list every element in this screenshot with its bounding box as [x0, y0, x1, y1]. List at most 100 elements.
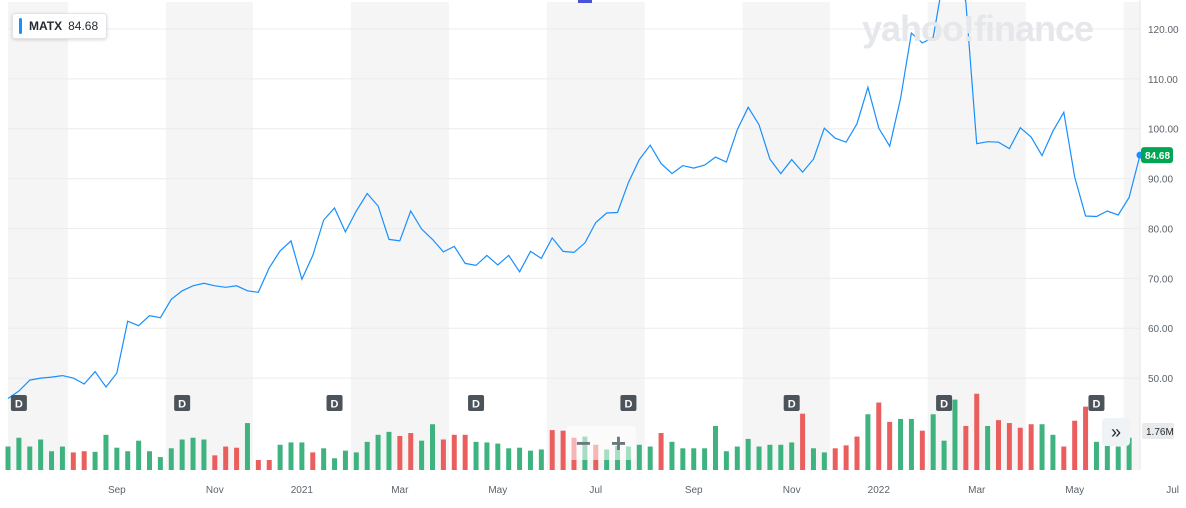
dividend-marker-box: [10, 395, 27, 411]
volume-bar: [985, 426, 991, 470]
dividend-marker: D: [174, 395, 191, 411]
volume-bar: [723, 451, 729, 470]
volume-bar: [1028, 424, 1034, 470]
volume-bar: [680, 448, 686, 470]
y-tick-label: 80.00: [1148, 224, 1173, 235]
volume-bar: [898, 418, 904, 470]
month-band: [927, 2, 1026, 470]
y-tick-label: 50.00: [1148, 374, 1173, 385]
top-scroll-marker[interactable]: [578, 0, 592, 3]
volume-bar: [908, 418, 914, 470]
volume-bar: [506, 448, 512, 470]
y-tick-label: 110.00: [1148, 75, 1178, 86]
ticker-legend: MATX 84.68: [12, 13, 108, 39]
volume-bar: [702, 448, 708, 470]
volume-bar: [386, 431, 392, 470]
expand-chart-button[interactable]: »: [1102, 418, 1130, 446]
volume-bar: [713, 426, 718, 470]
volume-bar: [408, 433, 414, 470]
volume-bar: [288, 442, 294, 470]
zoom-in-button[interactable]: +: [610, 428, 627, 458]
month-band: [350, 2, 449, 470]
volume-bar: [136, 440, 142, 470]
dividend-marker: D: [326, 395, 343, 411]
dividend-marker-box: [783, 395, 800, 411]
month-band: [165, 2, 253, 470]
x-tick-label: Jul: [589, 485, 602, 496]
volume-bar: [996, 420, 1001, 470]
dividend-marker: D: [936, 395, 953, 411]
volume-bar: [778, 444, 784, 470]
volume-bar: [919, 430, 925, 470]
dividend-marker-box: [468, 395, 485, 411]
volume-bar: [440, 439, 446, 470]
x-tick-label: Nov: [783, 485, 801, 496]
dividend-marker-box: [620, 395, 637, 411]
dividend-marker: D: [10, 395, 27, 411]
y-tick-label: 100.00: [1148, 125, 1179, 136]
x-tick-label: Jul: [1166, 485, 1179, 496]
volume-bar: [843, 445, 849, 470]
volume-bar: [1104, 441, 1110, 470]
volume-bar: [1006, 423, 1012, 470]
dividend-marker-label: D: [940, 399, 948, 411]
dividend-marker: D: [620, 395, 637, 411]
volume-bar: [974, 393, 980, 470]
volume-bar: [38, 439, 44, 470]
volume-bar: [821, 452, 827, 470]
x-tick-label: Mar: [968, 485, 986, 496]
volume-bar: [538, 449, 544, 470]
x-tick-label: 2022: [868, 485, 891, 496]
volume-bar: [1093, 441, 1099, 470]
volume-bar: [1050, 434, 1056, 470]
volume-bar: [810, 448, 816, 470]
volume-bar: [223, 446, 229, 470]
volume-bar: [277, 444, 283, 470]
y-tick-label: 120.00: [1148, 25, 1179, 36]
volume-bar: [669, 441, 675, 470]
volume-bar: [321, 448, 327, 470]
volume-bar: [419, 440, 425, 470]
volume-bar: [952, 399, 958, 470]
volume-bar: [473, 441, 479, 470]
y-tick-label: 70.00: [1148, 274, 1173, 285]
volume-bar: [832, 448, 838, 470]
volume-bar: [364, 441, 370, 470]
volume-bar: [734, 446, 740, 470]
volume-bar: [484, 442, 490, 470]
zoom-out-button[interactable]: −: [575, 428, 592, 458]
y-tick-label: 60.00: [1148, 324, 1173, 335]
volume-bar: [299, 442, 305, 470]
volume-bar: [332, 458, 338, 470]
volume-bar: [1017, 427, 1023, 470]
last-price-badge: [1141, 147, 1173, 164]
volume-bar: [92, 451, 98, 470]
volume-bar: [212, 455, 218, 470]
volume-bar: [342, 450, 348, 470]
dividend-marker: D: [1088, 395, 1105, 411]
volume-bar: [81, 451, 87, 470]
volume-bar: [5, 446, 11, 470]
x-tick-label: Mar: [391, 485, 409, 496]
volume-bar: [255, 460, 261, 470]
volume-bar: [451, 434, 457, 470]
last-price-label: 84.68: [1145, 151, 1170, 162]
volume-bar: [266, 460, 272, 470]
dividend-marker-label: D: [331, 399, 339, 411]
volume-bar: [1115, 446, 1121, 470]
dividend-marker-box: [174, 395, 191, 411]
volume-bar: [375, 434, 381, 470]
volume-bar: [147, 451, 152, 470]
dividend-marker-label: D: [788, 399, 796, 411]
volume-bar: [691, 448, 697, 470]
volume-bar: [756, 446, 762, 470]
volume-bar: [16, 437, 22, 470]
yahoo-finance-logo: yahoo!finance: [862, 8, 1094, 49]
volume-bar: [1061, 446, 1067, 470]
dividend-marker-label: D: [15, 399, 23, 411]
volume-bar: [157, 457, 163, 470]
dividend-marker-label: D: [624, 399, 632, 411]
volume-bar: [114, 447, 120, 470]
ticker-price: 84.68: [68, 19, 99, 33]
